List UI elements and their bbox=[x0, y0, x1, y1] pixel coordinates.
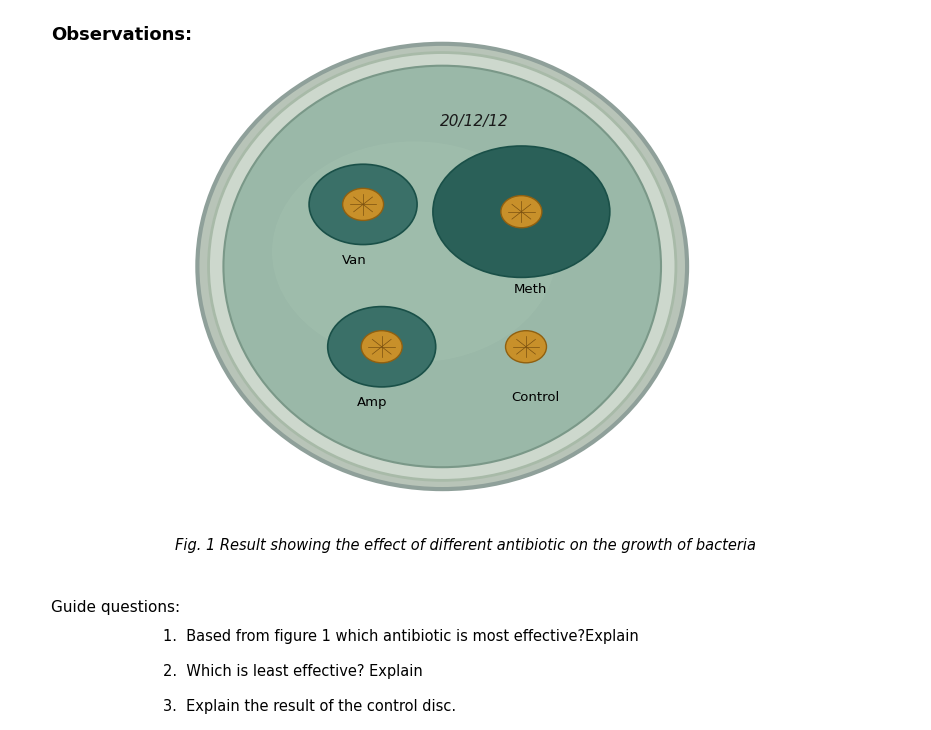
Ellipse shape bbox=[343, 188, 384, 220]
Ellipse shape bbox=[223, 66, 661, 467]
Text: 20/12/12: 20/12/12 bbox=[440, 115, 509, 129]
Ellipse shape bbox=[197, 44, 687, 489]
Ellipse shape bbox=[361, 331, 402, 363]
Text: Fig. 1 Result showing the effect of different antibiotic on the growth of bacter: Fig. 1 Result showing the effect of diff… bbox=[175, 538, 756, 553]
Ellipse shape bbox=[209, 53, 676, 480]
Text: Guide questions:: Guide questions: bbox=[51, 600, 181, 615]
Ellipse shape bbox=[272, 142, 557, 362]
Ellipse shape bbox=[328, 307, 436, 387]
Ellipse shape bbox=[433, 146, 610, 277]
Text: Meth: Meth bbox=[514, 283, 547, 296]
Text: Amp: Amp bbox=[358, 396, 387, 410]
Text: Van: Van bbox=[342, 254, 366, 267]
Text: 3.  Explain the result of the control disc.: 3. Explain the result of the control dis… bbox=[163, 699, 456, 715]
Ellipse shape bbox=[501, 196, 542, 228]
Text: 1.  Based from figure 1 which antibiotic is most effective?Explain: 1. Based from figure 1 which antibiotic … bbox=[163, 629, 639, 645]
Ellipse shape bbox=[506, 331, 546, 363]
Text: Control: Control bbox=[511, 391, 560, 404]
Ellipse shape bbox=[309, 164, 417, 245]
Text: Observations:: Observations: bbox=[51, 26, 193, 44]
Text: 2.  Which is least effective? Explain: 2. Which is least effective? Explain bbox=[163, 664, 423, 680]
